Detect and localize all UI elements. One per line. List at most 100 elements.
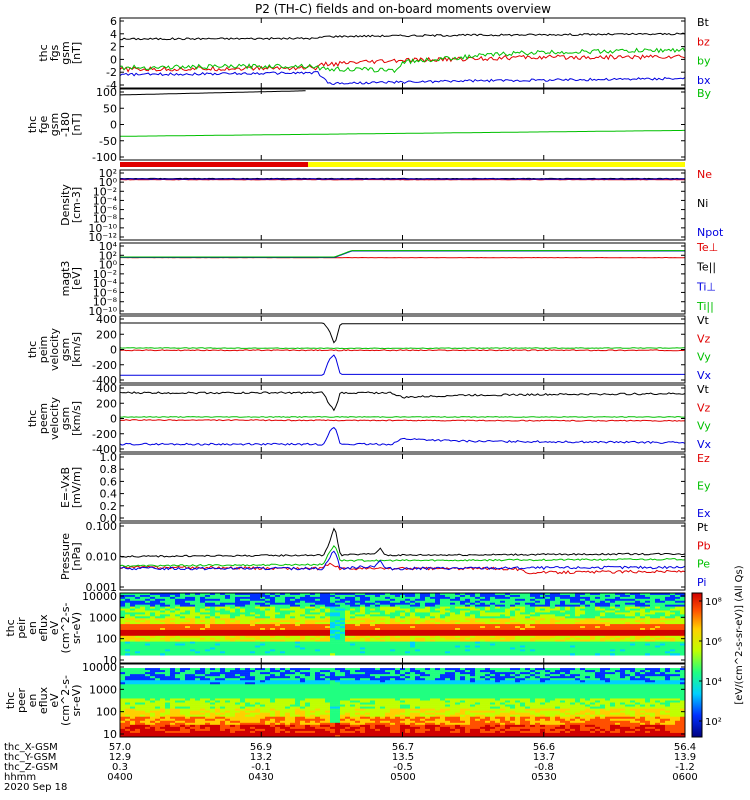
spectrogram-cell bbox=[270, 724, 276, 728]
spectrogram-cell bbox=[210, 637, 216, 640]
spectrogram-cell bbox=[410, 610, 416, 613]
spectrogram-cell bbox=[175, 674, 181, 677]
spectrogram-cell bbox=[245, 594, 251, 598]
spectrogram-cell bbox=[310, 596, 316, 600]
spectrogram-cell bbox=[225, 612, 231, 615]
spectrogram-cell bbox=[210, 678, 216, 681]
spectrogram-cell bbox=[400, 614, 406, 617]
spectrogram-cell bbox=[265, 610, 271, 613]
spectrogram-cell bbox=[315, 626, 321, 629]
spectrogram-cell bbox=[680, 629, 686, 633]
spectrogram-cell bbox=[650, 608, 656, 611]
spectrogram-cell bbox=[340, 631, 346, 635]
spectrogram-cell bbox=[475, 612, 481, 615]
spectrogram-cell bbox=[410, 616, 416, 619]
spectrogram-cell bbox=[290, 649, 296, 652]
spectrogram-cell bbox=[250, 626, 256, 629]
spectrogram-cell bbox=[195, 696, 201, 699]
spectrogram-cell bbox=[405, 647, 411, 650]
spectrogram-cell bbox=[355, 633, 361, 637]
spectrogram-cell bbox=[185, 698, 191, 701]
spectrogram-cell bbox=[625, 606, 631, 609]
spectrogram-cell bbox=[650, 612, 656, 615]
spectrogram-cell bbox=[265, 672, 271, 675]
spectrogram-cell bbox=[365, 606, 371, 609]
spectrogram-cell bbox=[120, 718, 126, 722]
spectrogram-cell bbox=[595, 629, 601, 633]
spectrogram-cell bbox=[170, 635, 176, 639]
spectrogram-cell bbox=[130, 680, 136, 683]
spectrogram-cell bbox=[270, 716, 276, 720]
spectrogram-cell bbox=[530, 649, 536, 652]
spectrogram-cell bbox=[405, 614, 411, 617]
spectrogram-cell bbox=[550, 639, 556, 642]
spectrogram-cell bbox=[415, 624, 421, 627]
spectrogram-cell bbox=[175, 690, 181, 693]
spectrogram-cell bbox=[600, 643, 606, 646]
spectrogram-cell bbox=[275, 608, 281, 611]
spectrogram-cell bbox=[130, 622, 136, 625]
spectrogram-cell bbox=[195, 610, 201, 613]
spectrogram-cell bbox=[220, 616, 226, 619]
spectrogram-cell bbox=[190, 674, 196, 677]
spectrogram-cell bbox=[235, 593, 241, 596]
spectrogram-cell bbox=[425, 633, 431, 637]
spectrogram-cell bbox=[630, 635, 636, 639]
spectrogram-cell bbox=[480, 643, 486, 646]
spectrogram-cell bbox=[235, 645, 241, 648]
spectrogram-cell bbox=[205, 704, 211, 707]
spectrogram-cell bbox=[135, 728, 141, 732]
spectrogram-cell bbox=[550, 626, 556, 629]
spectrogram-cell bbox=[625, 633, 631, 637]
spectrogram-cell bbox=[335, 653, 341, 656]
spectrogram-cell bbox=[555, 614, 561, 617]
spectrogram-cell bbox=[635, 647, 641, 650]
spectrogram-cell bbox=[445, 593, 451, 596]
spectrogram-cell bbox=[170, 708, 176, 711]
spectrogram-cell bbox=[155, 637, 161, 640]
spectrogram-cell bbox=[245, 600, 251, 604]
spectrogram-cell bbox=[255, 728, 261, 732]
spectrogram-cell bbox=[245, 698, 251, 701]
spectrogram-cell bbox=[375, 602, 381, 605]
spectrogram-cell bbox=[420, 608, 426, 611]
spectrogram-cell bbox=[180, 641, 186, 644]
spectrogram-cell bbox=[215, 676, 221, 679]
spectrogram-cell bbox=[345, 600, 351, 604]
spectrogram-cell bbox=[350, 635, 356, 639]
spectrogram-cell bbox=[600, 649, 606, 652]
spectrogram-cell bbox=[215, 606, 221, 609]
spectrogram-cell bbox=[235, 626, 241, 629]
spectrogram-cell bbox=[345, 637, 351, 640]
spectrogram-cell bbox=[335, 624, 341, 627]
spectrogram-cell bbox=[575, 637, 581, 640]
spectrogram-cell bbox=[195, 616, 201, 619]
spectrogram-cell bbox=[625, 651, 631, 654]
spectrogram-cell bbox=[120, 686, 126, 689]
spectrogram-cell bbox=[460, 637, 466, 640]
spectrogram-cell bbox=[195, 633, 201, 637]
spectrogram-cell bbox=[495, 596, 501, 600]
spectrogram-cell bbox=[380, 639, 386, 642]
spectrogram-cell bbox=[490, 610, 496, 613]
spectrogram-cell bbox=[250, 618, 256, 621]
spectrogram-cell bbox=[245, 678, 251, 681]
spectrogram-cell bbox=[555, 616, 561, 619]
spectrogram-cell bbox=[455, 637, 461, 640]
spectrogram-cell bbox=[630, 624, 636, 627]
spectrogram-cell bbox=[350, 618, 356, 621]
spectrogram-cell bbox=[255, 680, 261, 683]
spectrogram-cell bbox=[540, 639, 546, 642]
spectrogram-cell bbox=[475, 629, 481, 633]
spectrogram-cell bbox=[215, 620, 221, 623]
spectrogram-cell bbox=[450, 602, 456, 605]
spectrogram-cell bbox=[280, 653, 286, 656]
spectrogram-cell bbox=[455, 653, 461, 656]
spectrogram-cell bbox=[345, 629, 351, 633]
y-tick-label: 10000 bbox=[82, 590, 117, 603]
spectrogram-cell bbox=[360, 626, 366, 629]
spectrogram-cell bbox=[230, 710, 236, 713]
spectrogram-cell bbox=[260, 643, 266, 646]
spectrogram-cell bbox=[350, 645, 356, 648]
spectrogram-cell bbox=[520, 606, 526, 609]
